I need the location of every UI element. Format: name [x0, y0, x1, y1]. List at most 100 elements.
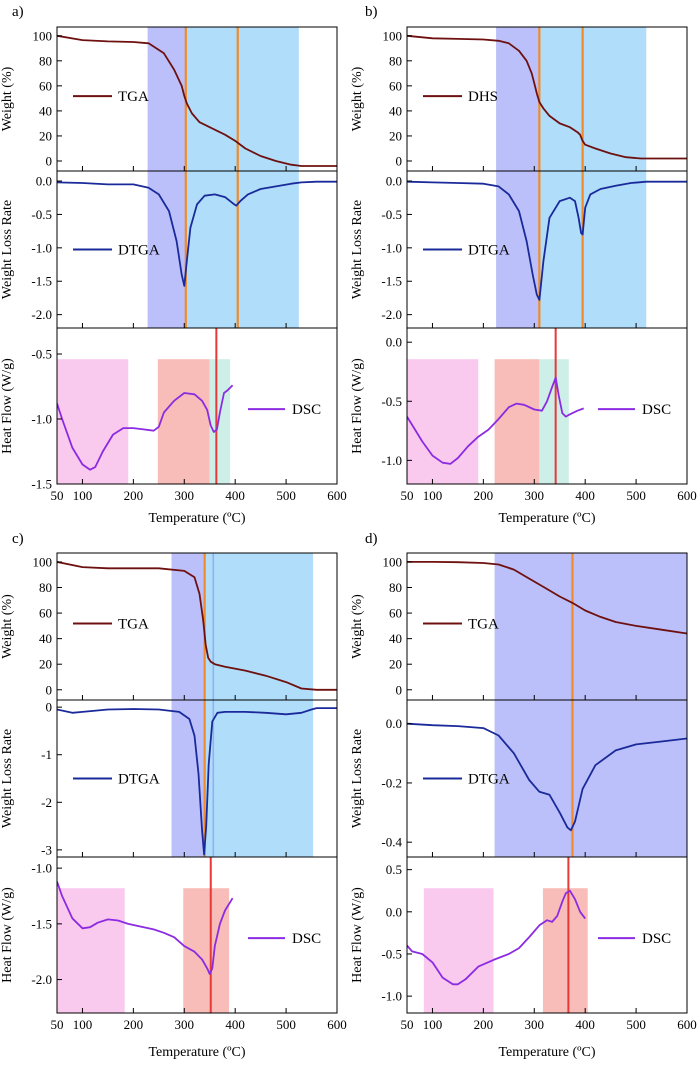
- x-tick-label: 50: [401, 488, 414, 503]
- subplot-dhs: 0 20 40 60 80 100 Weight (%) DHS: [350, 26, 688, 172]
- y-tick-label: -1.5: [381, 274, 402, 289]
- x-axis: 50 100 200 300 400 500 600 Temperature (ºC): [51, 488, 347, 526]
- series-line-dtga: [57, 180, 337, 287]
- shaded-band: [542, 888, 588, 1013]
- y-tick-label: 100: [33, 28, 53, 43]
- y-tick-label: -1.0: [31, 861, 52, 876]
- shaded-band: [423, 888, 494, 1013]
- subplot-tga: 0 20 40 60 80 100 Weight (%) TGA: [350, 552, 688, 701]
- panel-label: a): [12, 4, 24, 20]
- x-tick-label: 600: [677, 1017, 697, 1032]
- shaded-band: [204, 700, 314, 857]
- subplot-dsc: 0.0 -0.5 -1.0 Heat Flow (W/g) DSC: [350, 327, 688, 485]
- y-tick-label: -1.5: [31, 477, 52, 492]
- shaded-band: [57, 359, 129, 484]
- series-line-dtga: [407, 180, 687, 301]
- x-tick-label: 600: [327, 488, 347, 503]
- y-tick-label: 0.5: [386, 862, 402, 877]
- shaded-band: [539, 171, 647, 328]
- shaded-band: [496, 171, 540, 328]
- plot-frame: [406, 856, 688, 1014]
- y-tick-label: -0.5: [31, 347, 52, 362]
- y-tick-label: -2.0: [381, 307, 402, 322]
- x-tick-label: 300: [525, 1017, 545, 1032]
- legend-label: DTGA: [118, 772, 160, 788]
- shaded-band: [157, 359, 210, 484]
- x-tick-label: 600: [677, 488, 697, 503]
- shaded-band: [147, 27, 186, 171]
- y-axis-title: Heat Flow (W/g): [0, 887, 15, 983]
- panel-a: a) 0 20 40 60 80 100 Weight (%) TGA 0.0 -0.5 -1.0 -1…: [0, 4, 347, 526]
- x-tick-label: 600: [327, 1017, 347, 1032]
- subplot-tga: 0 20 40 60 80 100 Weight (%) TGA: [0, 552, 338, 701]
- panel-d: d) 0 20 40 60 80 100 Weight (%) TGA 0.0 -0.2 -0.4 We…: [350, 531, 697, 1060]
- x-axis: 50 100 200 300 400 500 600 Temperature (ºC): [51, 1017, 347, 1060]
- x-tick-label: 100: [73, 1017, 93, 1032]
- x-tick-label: 100: [423, 1017, 443, 1032]
- series-line-dsc: [57, 881, 234, 975]
- panel-label: b): [365, 4, 378, 20]
- y-tick-label: -3: [41, 842, 52, 857]
- y-tick-label: 0.0: [386, 335, 402, 350]
- x-tick-label: 100: [73, 488, 93, 503]
- y-tick-label: -1.0: [381, 989, 402, 1004]
- y-axis-title: Weight (%): [0, 594, 15, 659]
- x-tick-label: 400: [225, 1017, 245, 1032]
- series-line-tga: [407, 561, 687, 635]
- legend-label: TGA: [118, 617, 149, 633]
- x-tick-label: 300: [175, 1017, 195, 1032]
- series-line-dtga: [407, 722, 687, 832]
- y-tick-label: -1.0: [31, 412, 52, 427]
- y-axis-title: Weight (%): [350, 594, 365, 659]
- subplot-dsc: -1.0 -1.5 -2.0 Heat Flow (W/g) DSC: [0, 856, 338, 1014]
- x-tick-label: 50: [51, 1017, 64, 1032]
- x-tick-label: 500: [276, 1017, 296, 1032]
- y-tick-label: 20: [389, 128, 402, 143]
- y-tick-label: 0: [396, 682, 403, 697]
- series-line-dsc: [407, 376, 585, 465]
- y-tick-label: 60: [39, 606, 52, 621]
- shaded-band: [209, 359, 231, 484]
- y-tick-label: 20: [39, 128, 52, 143]
- x-tick-label: 300: [525, 488, 545, 503]
- series-line-dsc: [57, 384, 234, 471]
- series-line-dtga: [57, 707, 337, 856]
- y-tick-label: 80: [39, 53, 52, 68]
- y-tick-label: 20: [389, 657, 402, 672]
- y-tick-label: 0: [46, 682, 53, 697]
- series-line-tga: [57, 561, 337, 691]
- y-tick-label: 60: [389, 606, 402, 621]
- series-line-dsc: [407, 889, 586, 986]
- y-tick-label: -1.5: [31, 274, 52, 289]
- y-axis-title: Heat Flow (W/g): [0, 358, 15, 454]
- series-line-dhs: [407, 34, 687, 160]
- y-tick-label: -1.5: [31, 916, 52, 931]
- y-axis-title: Weight Loss Rate: [0, 729, 15, 828]
- x-tick-label: 200: [124, 488, 144, 503]
- plot-frame: [406, 327, 688, 485]
- y-tick-label: 0: [46, 700, 53, 715]
- y-tick-label: -1.0: [31, 240, 52, 255]
- x-axis-title: Temperature (ºC): [498, 511, 595, 526]
- subplot-dtga: 0.0 -0.5 -1.0 -1.5 -2.0 Weight Loss Rate DTGA: [0, 170, 338, 329]
- x-axis: 50 100 200 300 400 500 600 Temperature (ºC): [401, 1017, 697, 1060]
- plot-frame: [56, 327, 338, 485]
- x-axis-title: Temperature (ºC): [148, 511, 245, 526]
- y-tick-label: 80: [39, 580, 52, 595]
- legend-label: DHS: [468, 89, 498, 105]
- panel-label: d): [365, 531, 378, 547]
- y-tick-label: -2.0: [31, 307, 52, 322]
- y-tick-label: -0.5: [381, 394, 402, 409]
- x-axis-title: Temperature (ºC): [148, 1045, 245, 1060]
- y-tick-label: -2.0: [31, 972, 52, 987]
- y-tick-label: 100: [383, 554, 403, 569]
- y-axis-title: Weight (%): [350, 66, 365, 131]
- y-tick-label: 40: [39, 631, 52, 646]
- x-tick-label: 400: [225, 488, 245, 503]
- shaded-band: [407, 359, 479, 484]
- legend-label: DSC: [292, 931, 321, 947]
- shaded-band: [539, 27, 647, 171]
- y-tick-label: -1.0: [381, 240, 402, 255]
- x-tick-label: 200: [474, 488, 494, 503]
- y-tick-label: 60: [389, 78, 402, 93]
